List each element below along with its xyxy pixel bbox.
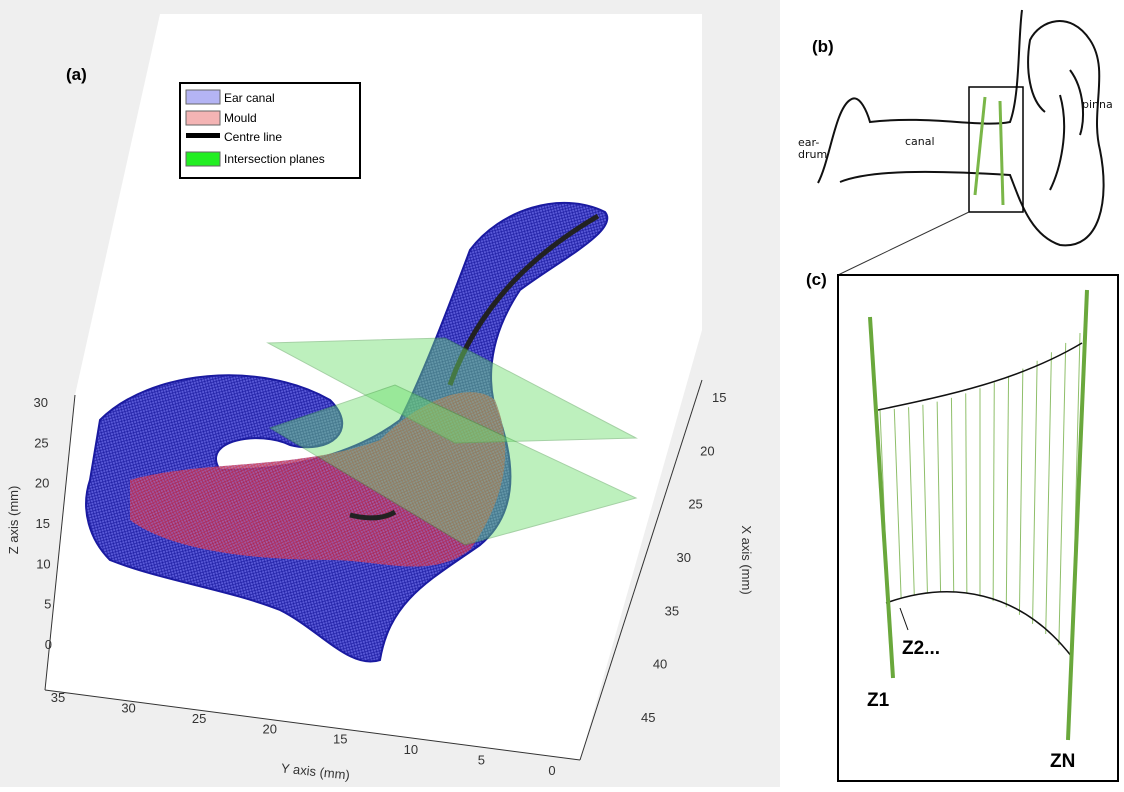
tick-label: 5 (44, 597, 51, 612)
tick-label: 0 (45, 637, 52, 652)
ear-sketch (818, 10, 1104, 245)
legend-entry: Ear canal (224, 91, 275, 105)
legend-swatch (186, 111, 220, 125)
canal-label: canal (905, 135, 935, 148)
tick-label: 15 (333, 732, 347, 747)
tick-label: 35 (51, 690, 65, 705)
tick-label: 45 (641, 710, 655, 725)
legend-entry: Intersection planes (224, 152, 325, 166)
tick-label: 30 (121, 700, 135, 715)
z1-label: Z1 (867, 690, 890, 711)
tick-label: 35 (665, 603, 679, 618)
panel-label: (c) (806, 270, 827, 289)
tick-label: 10 (36, 556, 50, 571)
plane-line (975, 97, 985, 195)
legend-swatch (186, 152, 220, 166)
zoom-line (838, 212, 969, 275)
legend-swatch (186, 133, 220, 138)
panel-label: (b) (812, 37, 834, 56)
pinna-label: pinna (1082, 98, 1113, 111)
legend-entry: Centre line (224, 130, 282, 144)
tick-label: 20 (700, 443, 714, 458)
eardrum-label: drum (798, 148, 827, 161)
tick-label: 20 (262, 721, 276, 736)
figure: (a) Ear canal Mould Centre line Intersec… (0, 0, 1124, 787)
tick-label: 10 (404, 742, 418, 757)
zn-label: ZN (1050, 751, 1075, 772)
legend-entry: Mould (224, 111, 257, 125)
x-axis-title: X axis (mm) (739, 525, 754, 594)
tick-label: 5 (478, 753, 485, 768)
tick-label: 0 (548, 763, 555, 778)
z-axis-title: Z axis (mm) (6, 486, 21, 555)
tick-label: 15 (712, 390, 726, 405)
tick-label: 25 (34, 435, 48, 450)
plane-line (1000, 101, 1003, 205)
tick-label: 15 (36, 516, 50, 531)
tick-label: 25 (192, 711, 206, 726)
panel-label: (a) (66, 65, 87, 84)
z2-label: Z2... (902, 638, 940, 659)
legend: Ear canal Mould Centre line Intersection… (180, 83, 360, 178)
tick-label: 20 (35, 476, 49, 491)
tick-label: 25 (688, 497, 702, 512)
tick-label: 40 (653, 657, 667, 672)
legend-swatch (186, 90, 220, 104)
tick-label: 30 (34, 395, 48, 410)
tick-label: 30 (677, 550, 691, 565)
